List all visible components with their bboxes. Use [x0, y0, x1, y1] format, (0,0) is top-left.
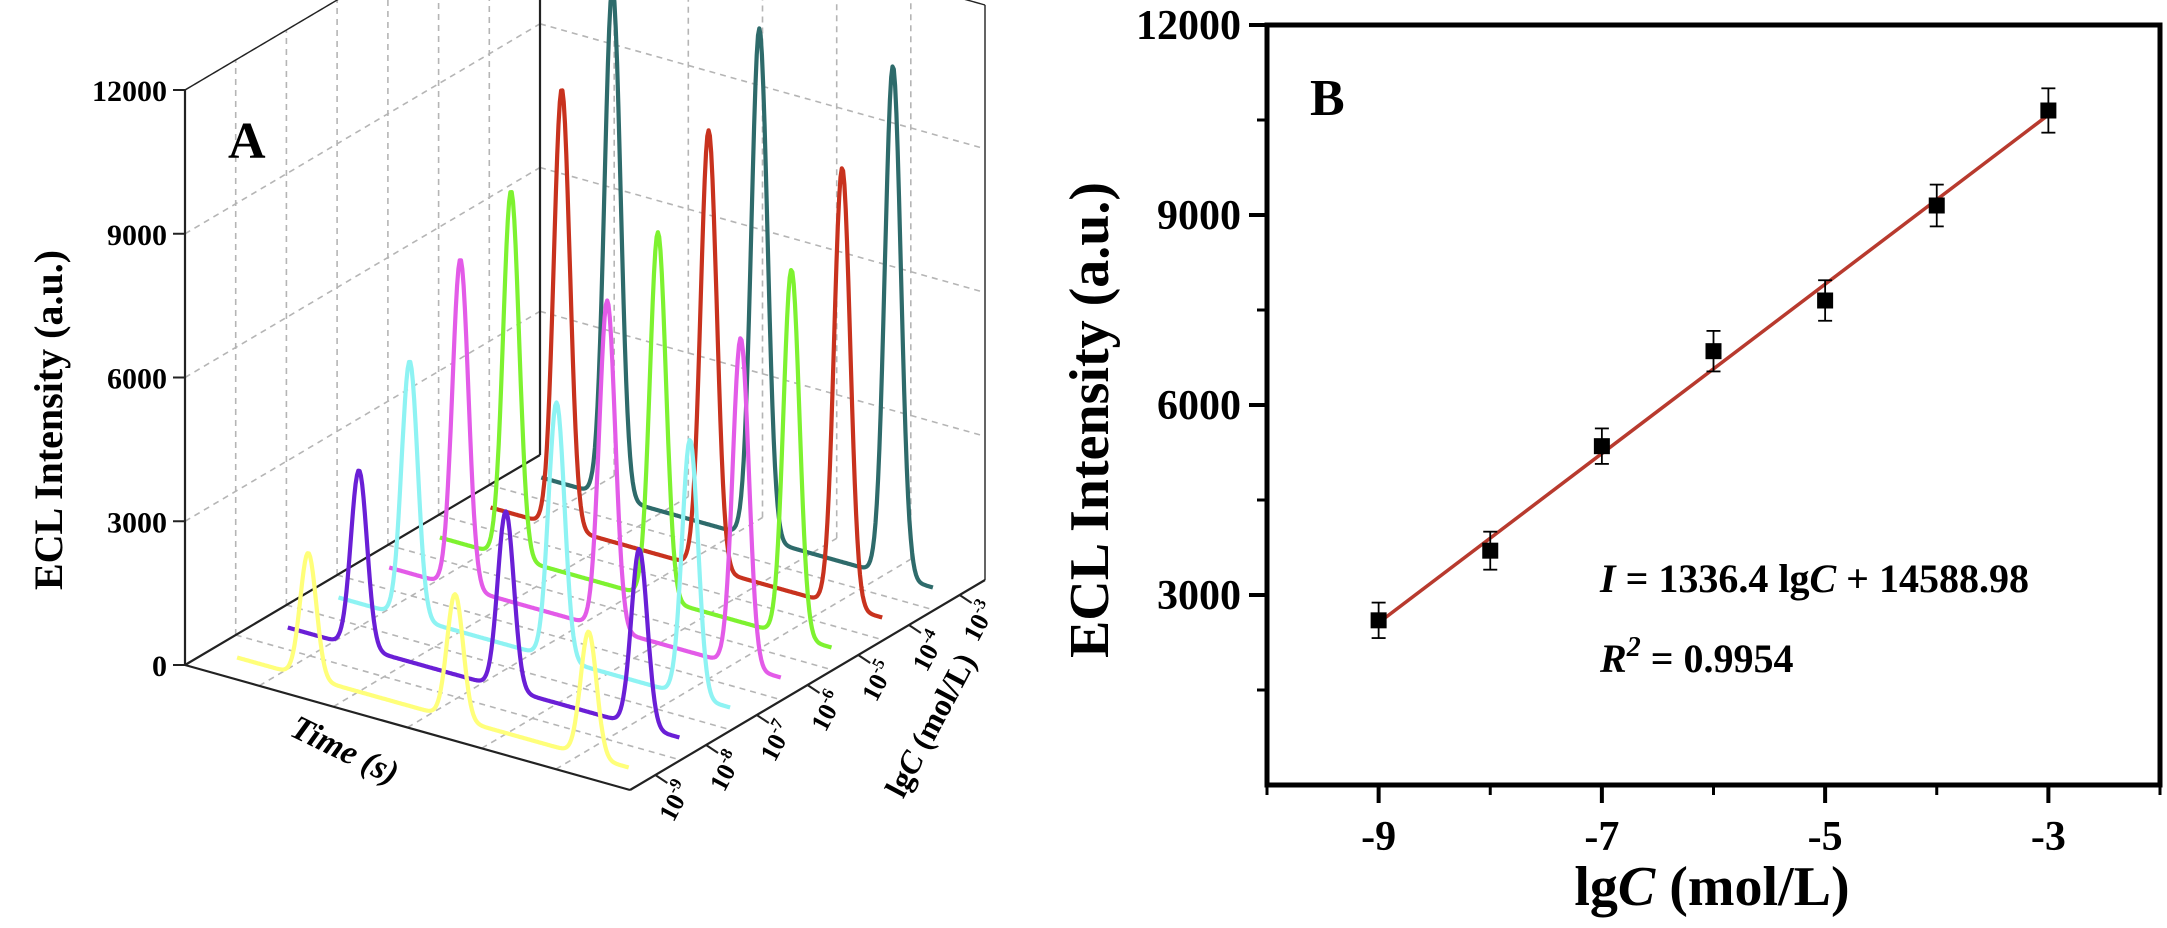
panel-b-x-tick-label: -3 — [2031, 814, 2066, 860]
panel-a-left-wall-gridline — [184, 310, 541, 522]
panel-b-data-point — [1482, 542, 1499, 559]
panel-a-depth-tick — [857, 654, 871, 664]
panel-b-data-point — [2040, 102, 2057, 119]
panel-a-depth-tick — [908, 624, 922, 634]
panel-b-y-tick-label: 9000 — [1157, 193, 1241, 239]
panel-a-y-tick-label: 3000 — [107, 506, 167, 539]
panel-a-series-curve — [388, 258, 782, 680]
panel-a-series-curve — [540, 0, 934, 590]
panel-a-axes — [173, 0, 986, 792]
panel-b-data-point — [1593, 438, 1610, 455]
panel-b-y-tick-label: 12000 — [1136, 3, 1241, 49]
panel-a-depth-tick-label: 10-6 — [803, 685, 850, 735]
panel-b-x-tick-label: -5 — [1808, 814, 1843, 860]
panel-b-calibration-chart: -9 -7 -5 -3 3000 6000 9000 12000 B ECL Intensit… — [1059, 3, 2163, 918]
panel-a-top-edge — [964, 0, 986, 6]
panel-a-back-wall-gridline — [964, 0, 986, 6]
panel-a-depth-tick-label: 10-3 — [955, 595, 1002, 645]
panel-a-depth-tick-label: 10-5 — [853, 655, 900, 705]
panel-a-y-tick-label: 0 — [152, 650, 167, 683]
panel-b-data-point — [1370, 612, 1387, 629]
panel-a-depth-tick-label: 10-9 — [650, 775, 697, 825]
panel-b-x-axis-label: lgC (mol/L) — [1574, 856, 1849, 918]
panel-a-depth-tick — [654, 774, 668, 784]
panel-b-x-tick-label: -7 — [1584, 814, 1619, 860]
panel-b-data-points — [1370, 87, 2057, 639]
panel-a-floor-edge — [184, 454, 541, 666]
panel-a-series — [236, 0, 934, 770]
panel-a-left-wall-gridline — [184, 0, 339, 91]
panel-a-left-wall-gridline — [184, 166, 541, 379]
panel-a-y-tick-label: 12000 — [92, 75, 167, 108]
panel-b-data-point — [1928, 197, 1945, 214]
panel-b-equation-annotation: I = 1336.4 lgC + 14588.98 — [1599, 556, 2029, 601]
panel-b-y-axis-label: ECL Intensity (a.u.) — [1059, 182, 1121, 658]
panel-a-label: A — [228, 113, 266, 170]
panel-a-x-axis-line — [184, 663, 631, 792]
panel-a-left-wall-gridline — [184, 23, 541, 235]
panel-b-r2-annotation: R2 = 0.9954 — [1599, 632, 1793, 681]
panel-a-series-curve — [236, 551, 630, 770]
panel-a-top-edge — [184, 0, 339, 91]
panel-b-data-point — [1817, 292, 1834, 309]
panel-a-depth-tick-label: 10-8 — [701, 745, 748, 795]
panel-b-data-point — [1705, 343, 1722, 360]
panel-a-3d-chart: 0 3000 6000 9000 12000 10-9 10-8 10-7 10-6 10-5 1… — [26, 0, 1002, 826]
panel-a-depth-tick — [959, 594, 973, 604]
panel-a-series-curve — [337, 359, 731, 710]
panel-a-series-curve — [287, 468, 681, 740]
panel-b-ticks: -9 -7 -5 -3 3000 6000 9000 12000 — [1136, 3, 2162, 860]
panel-b-label: B — [1310, 70, 1345, 127]
panel-a-floor-gridline — [258, 475, 615, 687]
panel-a-depth-tick — [705, 744, 719, 754]
panel-b-x-tick-label: -9 — [1361, 814, 1396, 860]
panel-a-floor-gridline — [555, 558, 912, 770]
panel-a-y-tick-label: 9000 — [107, 219, 167, 252]
panel-a-y-tick-label: 6000 — [107, 363, 167, 396]
panel-a-y-tick-labels: 0 3000 6000 9000 12000 — [92, 75, 167, 683]
panel-a-series-curve — [489, 88, 884, 620]
panel-b-y-tick-label: 6000 — [1157, 383, 1241, 429]
panel-a-depth-tick — [806, 684, 821, 694]
panel-b-y-tick-label: 3000 — [1157, 573, 1241, 619]
panel-a-depth-tick — [756, 714, 770, 724]
panel-a-y-axis-label: ECL Intensity (a.u.) — [26, 250, 71, 590]
panel-a-depth-tick-label: 10-7 — [752, 715, 799, 766]
panel-a-floor-gridline — [332, 496, 689, 708]
